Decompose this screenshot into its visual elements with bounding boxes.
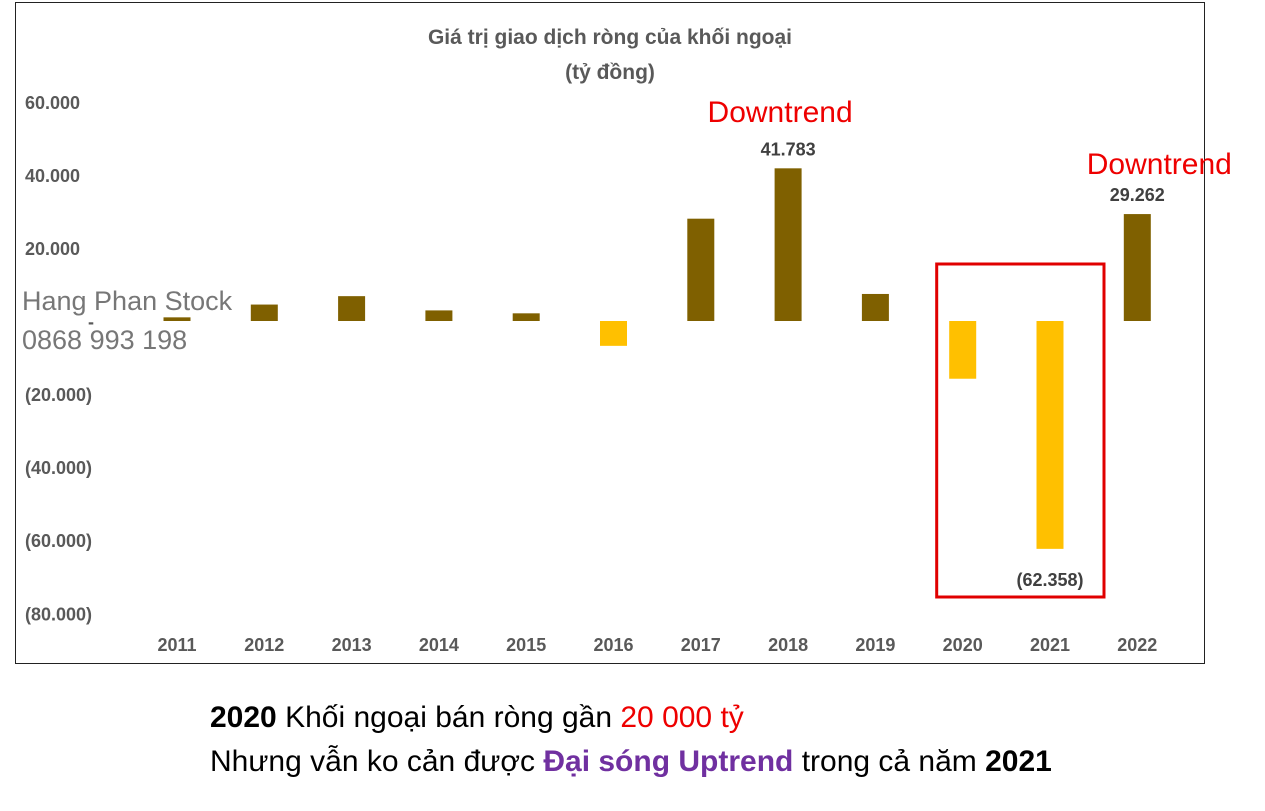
caption-pre: Nhưng vẫn ko cản được: [210, 745, 544, 778]
bar-2020: [949, 321, 977, 379]
y-tick-label: -: [88, 312, 94, 332]
data-label-2018: 41.783: [761, 139, 816, 159]
x-tick-label: 2014: [419, 635, 459, 655]
data-label-2021: (62.358): [1016, 570, 1083, 590]
caption-year-2021: 2021: [985, 745, 1052, 778]
caption-text: Khối ngoại bán ròng gần: [276, 701, 621, 734]
data-labels: 41.783 (62.358) 29.262: [761, 139, 1165, 590]
caption-line-2: Nhưng vẫn ko cản được Đại sóng Uptrend t…: [210, 740, 1052, 784]
watermark-phone: 0868 993 198: [22, 325, 187, 355]
annotation-downtrend-1: Downtrend: [708, 96, 853, 129]
x-tick-label: 2022: [1117, 635, 1157, 655]
x-axis-ticks: 2011 2012 2013 2014 2015 2016 2017 2018 2019 2020…: [157, 635, 1157, 655]
caption-year-2020: 2020: [210, 701, 277, 734]
chart-title: Giá trị giao dịch ròng của khối ngoại: [428, 26, 792, 49]
y-tick-label: 40.000: [25, 166, 80, 186]
x-tick-label: 2012: [244, 635, 284, 655]
bar-2021: [1036, 321, 1064, 549]
bar-2017: [687, 218, 715, 321]
bars-group: [163, 168, 1151, 549]
data-label-2022: 29.262: [1110, 185, 1165, 205]
bar-2019: [861, 293, 889, 321]
bar-2012: [250, 304, 278, 321]
y-tick-label: (40.000): [25, 458, 92, 478]
x-tick-label: 2020: [943, 635, 983, 655]
highlight-box: [935, 262, 1106, 599]
caption-mid: trong cả năm: [793, 745, 986, 778]
caption-line-1: 2020 Khối ngoại bán ròng gần 20 000 tỷ: [210, 696, 1052, 740]
x-tick-label: 2015: [506, 635, 546, 655]
annotation-downtrend-2: Downtrend: [1087, 148, 1232, 181]
y-tick-label: 20.000: [25, 239, 80, 259]
y-tick-label: 60.000: [25, 93, 80, 113]
x-tick-label: 2011: [157, 635, 196, 655]
bar-2022: [1123, 214, 1151, 321]
chart-subtitle: (tỷ đồng): [565, 61, 655, 84]
x-tick-label: 2021: [1030, 635, 1070, 655]
y-tick-label: (20.000): [25, 385, 92, 405]
bar-2016: [600, 321, 627, 346]
caption-amount: 20 000 tỷ: [620, 701, 744, 734]
caption: 2020 Khối ngoại bán ròng gần 20 000 tỷ N…: [210, 696, 1052, 784]
x-tick-label: 2013: [332, 635, 372, 655]
watermark-name: Hang Phan Stock: [22, 286, 233, 316]
x-tick-label: 2019: [855, 635, 895, 655]
bar-2018: [774, 168, 802, 321]
x-tick-label: 2016: [593, 635, 633, 655]
bar-2015: [512, 313, 540, 321]
bar-2014: [425, 310, 453, 321]
x-tick-label: 2017: [681, 635, 721, 655]
y-tick-label: (80.000): [25, 604, 92, 624]
annotations: Downtrend Downtrend: [708, 96, 1232, 181]
y-tick-label: (60.000): [25, 531, 92, 551]
bar-2011: [163, 317, 191, 321]
x-tick-label: 2018: [768, 635, 808, 655]
bar-2013: [338, 296, 366, 321]
caption-wave: Đại sóng Uptrend: [543, 745, 794, 778]
y-axis-ticks: 60.000 40.000 20.000 - (20.000) (40.000) (60.0…: [25, 93, 94, 625]
